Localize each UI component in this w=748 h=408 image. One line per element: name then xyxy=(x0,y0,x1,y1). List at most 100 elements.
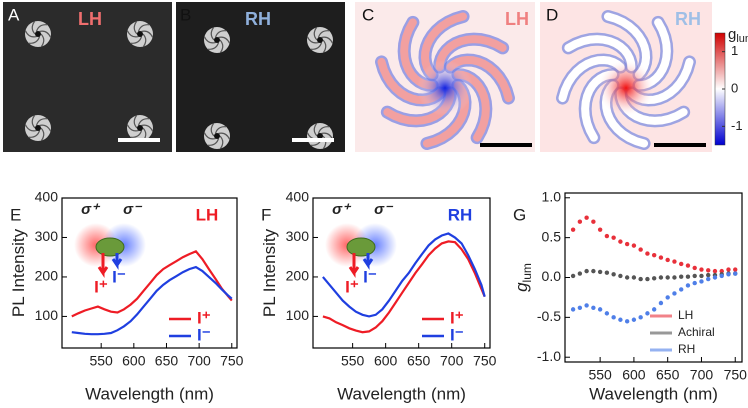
x-tick-label: 600 xyxy=(122,353,146,369)
scatter-point xyxy=(611,272,616,277)
scatter-point xyxy=(604,233,610,239)
nanostructure-arm xyxy=(35,118,48,126)
nanostructure-arm xyxy=(214,126,227,134)
scatter-point xyxy=(706,272,711,278)
scatter-point xyxy=(618,317,623,322)
scatter-point xyxy=(658,255,664,260)
scatter-point xyxy=(577,305,583,310)
x-tick-label: 550 xyxy=(89,353,113,369)
nanostructure-arm xyxy=(126,124,139,132)
y-axis-label-main: g xyxy=(512,282,531,292)
nanostructure-arm xyxy=(31,115,36,129)
scatter-point xyxy=(570,227,576,232)
colorbar-tick-label: 1 xyxy=(731,43,738,58)
nanostructure-arm xyxy=(203,36,216,44)
scatter-point xyxy=(706,268,711,273)
arrow xyxy=(362,253,374,270)
panel-letter: G xyxy=(513,205,526,224)
nanostructure-arm xyxy=(313,123,318,137)
spiral-arm xyxy=(420,12,468,79)
nanostructure-arm xyxy=(28,36,41,44)
nanostructure-arm xyxy=(219,39,224,53)
scatter-point xyxy=(631,317,637,322)
x-tick-label: 750 xyxy=(724,367,748,383)
nanostructure-arm xyxy=(142,33,147,47)
scatter-point xyxy=(678,287,684,292)
panel-letter: F xyxy=(261,205,271,224)
plot-frame xyxy=(312,197,491,349)
scatter-point xyxy=(584,215,589,220)
x-tick-label: 700 xyxy=(440,353,464,369)
nanostructure-arm xyxy=(306,36,319,44)
scatter-point xyxy=(726,267,731,272)
panel-label: LH xyxy=(505,9,529,29)
nanostructure-arm xyxy=(40,33,45,47)
nanostructure xyxy=(95,237,125,257)
scatter-point xyxy=(597,307,603,312)
scatter-point xyxy=(591,268,596,274)
y-tick-label: 100 xyxy=(286,307,310,323)
scatter-point xyxy=(733,267,738,272)
nanostructure-arm xyxy=(210,123,215,137)
x-axis-label: Wavelength (nm) xyxy=(337,384,466,403)
scatter-point xyxy=(665,275,670,280)
scatter-point xyxy=(604,311,610,316)
y-tick-label: -0.5 xyxy=(537,308,561,324)
x-axis-label: Wavelength (nm) xyxy=(85,384,214,403)
scatter-point xyxy=(570,307,576,312)
scatter-point xyxy=(645,311,650,316)
scatter-point xyxy=(611,235,616,240)
nanostructure-arm xyxy=(313,27,318,41)
nanostructure-arm xyxy=(133,21,138,35)
scatter-point xyxy=(651,276,657,281)
x-axis-label: Wavelength (nm) xyxy=(589,384,718,403)
scatter-point xyxy=(665,257,670,263)
arrow xyxy=(97,253,109,278)
nanostructure-arm xyxy=(310,42,323,50)
handedness-label: LH xyxy=(196,205,219,224)
nanostructure-arm xyxy=(24,30,37,38)
scatter-point xyxy=(577,219,583,224)
nanostructure-arm xyxy=(24,124,37,132)
scatter-point xyxy=(685,263,691,268)
x-tick-label: 750 xyxy=(220,353,244,369)
x-tick-label: 700 xyxy=(187,353,211,369)
scatter-point xyxy=(733,271,738,276)
x-tick-label: 750 xyxy=(473,353,497,369)
y-tick-label: 0.5 xyxy=(542,228,562,244)
scatter-point xyxy=(591,305,596,310)
nanostructure-arm xyxy=(218,36,231,44)
line-series xyxy=(71,249,233,318)
emission-label: I⁻ xyxy=(112,267,126,286)
nanostructure-arm xyxy=(203,132,216,140)
scatter-point xyxy=(692,273,697,279)
nanostructure-core xyxy=(35,31,41,37)
nanostructure-arm xyxy=(31,21,36,35)
panel-label: RH xyxy=(245,9,271,29)
nanostructure-arm xyxy=(40,127,45,141)
spiral-arm xyxy=(558,55,625,103)
handedness-label: RH xyxy=(448,205,473,224)
scatter-point xyxy=(651,252,657,258)
nanostructure-core xyxy=(214,133,220,139)
arrow xyxy=(348,253,360,278)
sigma-label: σ⁻ xyxy=(374,201,394,218)
scatter-point xyxy=(692,265,697,271)
legend-label: I⁻ xyxy=(197,325,211,344)
x-tick-label: 650 xyxy=(155,353,179,369)
nanostructure-arm xyxy=(218,132,231,140)
nanostructure-arm xyxy=(322,39,327,53)
nanostructure-arm xyxy=(28,130,41,138)
plot-frame xyxy=(61,197,238,349)
scatter-point xyxy=(678,274,684,279)
emission-label: I⁻ xyxy=(363,267,377,286)
scatter-point xyxy=(672,291,677,296)
y-tick-label: 300 xyxy=(286,228,310,244)
spiral-arm xyxy=(564,35,636,72)
nanostructure-arm xyxy=(133,115,138,129)
x-tick-label: 600 xyxy=(374,353,398,369)
x-tick-label: 550 xyxy=(341,353,365,369)
scatter-point xyxy=(672,259,677,264)
y-tick-label: 100 xyxy=(35,307,59,323)
